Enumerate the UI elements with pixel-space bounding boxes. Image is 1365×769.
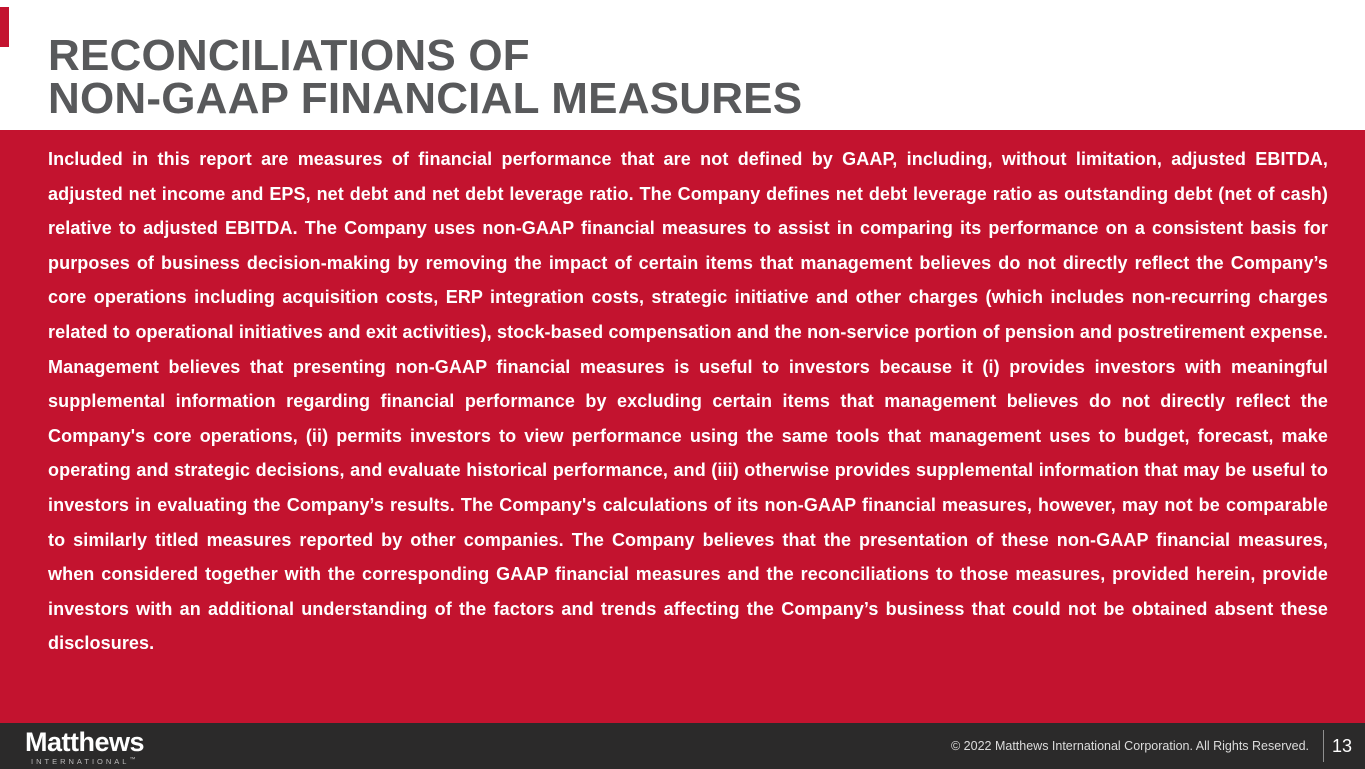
slide-title: RECONCILIATIONS OF NON-GAAP FINANCIAL ME…: [48, 31, 803, 123]
copyright-text: © 2022 Matthews International Corporatio…: [950, 739, 1309, 753]
slide-title-line2: NON-GAAP FINANCIAL MEASURES: [48, 74, 803, 123]
red-accent-bar: [0, 7, 9, 47]
footer-divider: [1323, 730, 1324, 762]
matthews-logo-wordmark: Matthews: [25, 727, 145, 757]
matthews-logo: Matthews INTERNATIONAL™: [25, 727, 145, 767]
matthews-logo-tagline: INTERNATIONAL™: [31, 757, 136, 766]
body-paragraph: Included in this report are measures of …: [48, 149, 1328, 654]
red-content-panel: Included in this report are measures of …: [0, 130, 1365, 723]
page-number: 13: [1331, 735, 1353, 756]
slide-title-line1: RECONCILIATIONS OF: [48, 31, 530, 80]
trademark-symbol: ™: [129, 757, 136, 763]
slide-footer: Matthews INTERNATIONAL™ © 2022 Matthews …: [0, 723, 1365, 769]
slide-header: RECONCILIATIONS OF NON-GAAP FINANCIAL ME…: [0, 0, 1365, 130]
